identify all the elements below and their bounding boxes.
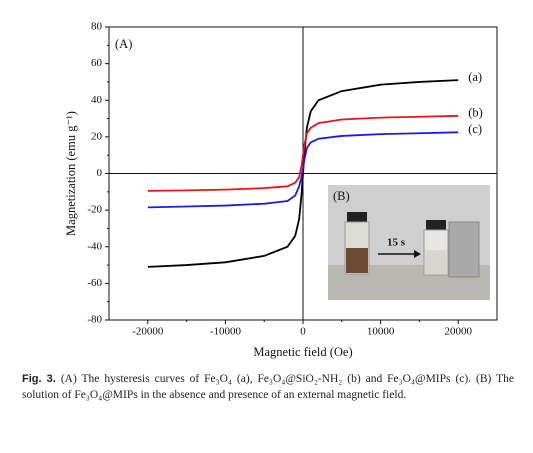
magnet <box>448 221 480 278</box>
caption-label: Fig. 3. <box>22 373 56 385</box>
y-tick-label: -60 <box>87 277 102 289</box>
x-tick-label: 10000 <box>367 326 395 338</box>
vial-liquid <box>346 248 368 273</box>
x-axis-label: Magnetic field (Oe) <box>253 345 352 359</box>
y-tick-label: -80 <box>87 314 102 326</box>
x-tick-label: 0 <box>300 326 306 338</box>
vial-cap <box>347 212 367 222</box>
y-tick-label: -40 <box>87 240 102 252</box>
series-label: (b) <box>468 106 483 120</box>
y-tick-label: 20 <box>91 130 103 142</box>
y-tick-label: 0 <box>97 167 103 179</box>
y-axis-label: Magnetization (emu g⁻¹) <box>64 111 78 236</box>
annotation: 15 s <box>387 237 406 249</box>
series-label: (c) <box>468 122 482 136</box>
inset-photo <box>328 185 490 300</box>
vial-cap <box>426 220 446 230</box>
caption-text: (A) The hysteresis curves of Fe₃O₄ (a), … <box>22 373 514 401</box>
arrow-head <box>414 250 421 258</box>
vial-liquid <box>425 250 447 274</box>
chart: -80 -60 -40 -20 0 20 40 60 80 -20000 -10000 0 10000 2… <box>64 21 498 359</box>
series-line <box>147 131 459 209</box>
caption: Fig. 3. (A) The hysteresis curves of Fe₃… <box>22 371 514 403</box>
x-tick-label: -20000 <box>132 326 164 338</box>
y-tick-label: -20 <box>87 204 102 216</box>
x-tick-label: 20000 <box>444 326 472 338</box>
x-tick-label: -10000 <box>210 326 242 338</box>
y-tick-label: 80 <box>91 21 103 33</box>
y-tick-label: 40 <box>91 94 103 106</box>
panel-label: (A) <box>115 37 132 51</box>
series-line <box>147 79 459 268</box>
series-label: (a) <box>468 70 482 84</box>
y-tick-label: 60 <box>91 57 103 69</box>
series-line <box>147 114 459 192</box>
panel-label: (B) <box>333 189 350 203</box>
